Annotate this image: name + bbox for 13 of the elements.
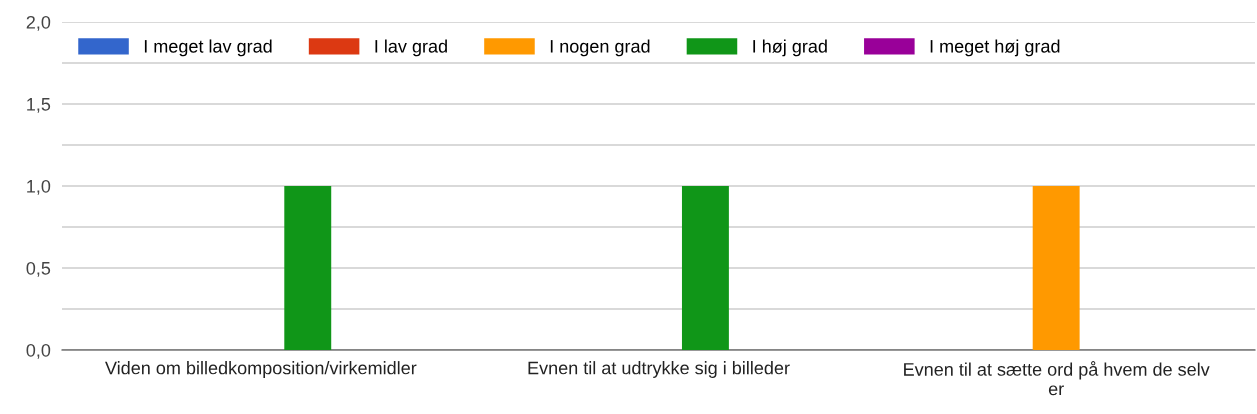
legend-label: I lav grad <box>375 39 447 57</box>
y-tick-label: 1,5 <box>27 98 51 113</box>
x-tick-label: Evnen til at sætte ord på hvem de selv er <box>904 361 1210 396</box>
legend-label: I nogen grad <box>550 39 650 57</box>
legend-label: I meget høj grad <box>930 39 1060 57</box>
y-tick-label: 2,0 <box>26 15 51 31</box>
y-tick-label: 0,0 <box>26 343 51 359</box>
y-tick-label: 1,0 <box>27 179 51 195</box>
x-tick-label: Evnen til at udtrykke sig i billeder <box>528 361 790 378</box>
legend-label: I høj grad <box>753 39 827 57</box>
x-tick-label: Viden om billedkomposition/virkemidler <box>105 361 417 378</box>
legend-label: I meget lav grad <box>144 39 272 57</box>
y-tick-label: 0,5 <box>26 261 51 277</box>
